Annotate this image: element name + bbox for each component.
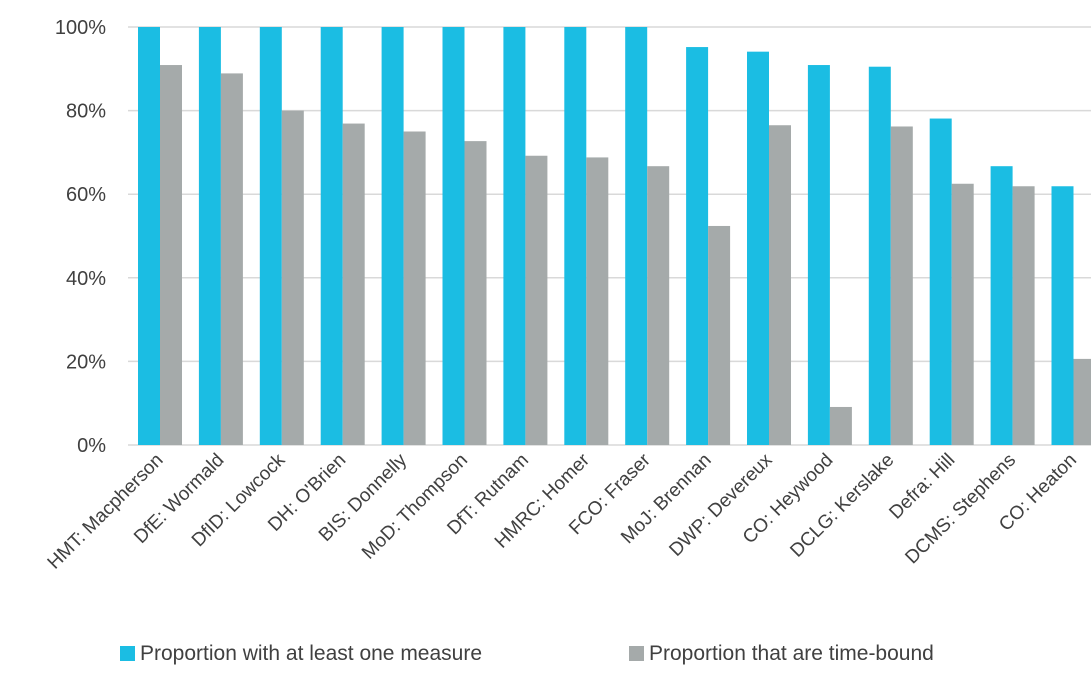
bar-time-bound bbox=[464, 141, 487, 445]
legend-swatch bbox=[629, 646, 644, 661]
y-tick-label: 20% bbox=[66, 351, 106, 373]
y-tick-label: 60% bbox=[66, 184, 106, 206]
bar-time-bound bbox=[403, 131, 426, 445]
bar-at-least-one-measure bbox=[686, 47, 709, 446]
legend-swatch bbox=[120, 646, 135, 661]
bar-at-least-one-measure bbox=[381, 27, 404, 445]
y-tick-label: 0% bbox=[77, 435, 106, 457]
bar-time-bound bbox=[1073, 358, 1091, 445]
bar-time-bound bbox=[647, 166, 670, 445]
bar-time-bound bbox=[708, 225, 731, 445]
bar-time-bound bbox=[160, 65, 182, 446]
legend-label: Proportion that are time-bound bbox=[649, 642, 934, 665]
x-category-label: DCMS: Stephens bbox=[901, 450, 1020, 569]
bar-time-bound bbox=[951, 183, 974, 445]
bar-time-bound bbox=[1012, 186, 1035, 445]
x-category-label: HMT: Macpherson bbox=[44, 450, 168, 574]
bar-time-bound bbox=[890, 126, 913, 445]
bar-at-least-one-measure bbox=[1051, 186, 1074, 445]
bar-at-least-one-measure bbox=[198, 27, 221, 445]
bar-at-least-one-measure bbox=[807, 65, 830, 446]
x-category-label: DCLG: Kerslake bbox=[786, 450, 898, 562]
bar-at-least-one-measure bbox=[747, 51, 769, 446]
bar-at-least-one-measure bbox=[442, 27, 465, 445]
bar-at-least-one-measure bbox=[320, 27, 343, 445]
bar-at-least-one-measure bbox=[990, 166, 1013, 445]
bar-at-least-one-measure bbox=[138, 27, 160, 445]
x-category-label: DWP: Devereux bbox=[665, 449, 777, 561]
bar-at-least-one-measure bbox=[929, 118, 952, 446]
bar-time-bound bbox=[281, 110, 304, 445]
bar-at-least-one-measure bbox=[259, 27, 282, 445]
y-tick-label: 40% bbox=[66, 268, 106, 290]
bar-at-least-one-measure bbox=[503, 27, 526, 445]
legend-label: Proportion with at least one measure bbox=[140, 642, 482, 665]
bar-time-bound bbox=[829, 406, 852, 445]
x-category-label: MoD: Thompson bbox=[358, 450, 472, 564]
bar-at-least-one-measure bbox=[625, 27, 648, 445]
y-tick-label: 80% bbox=[66, 101, 106, 123]
bar-at-least-one-measure bbox=[564, 27, 587, 445]
y-tick-label: 100% bbox=[55, 17, 106, 39]
bar-at-least-one-measure bbox=[868, 66, 891, 446]
bar-time-bound bbox=[342, 123, 365, 446]
bar-time-bound bbox=[769, 125, 791, 445]
bar-time-bound bbox=[525, 155, 548, 445]
bar-time-bound bbox=[586, 157, 609, 445]
bar-time-bound bbox=[220, 73, 243, 445]
